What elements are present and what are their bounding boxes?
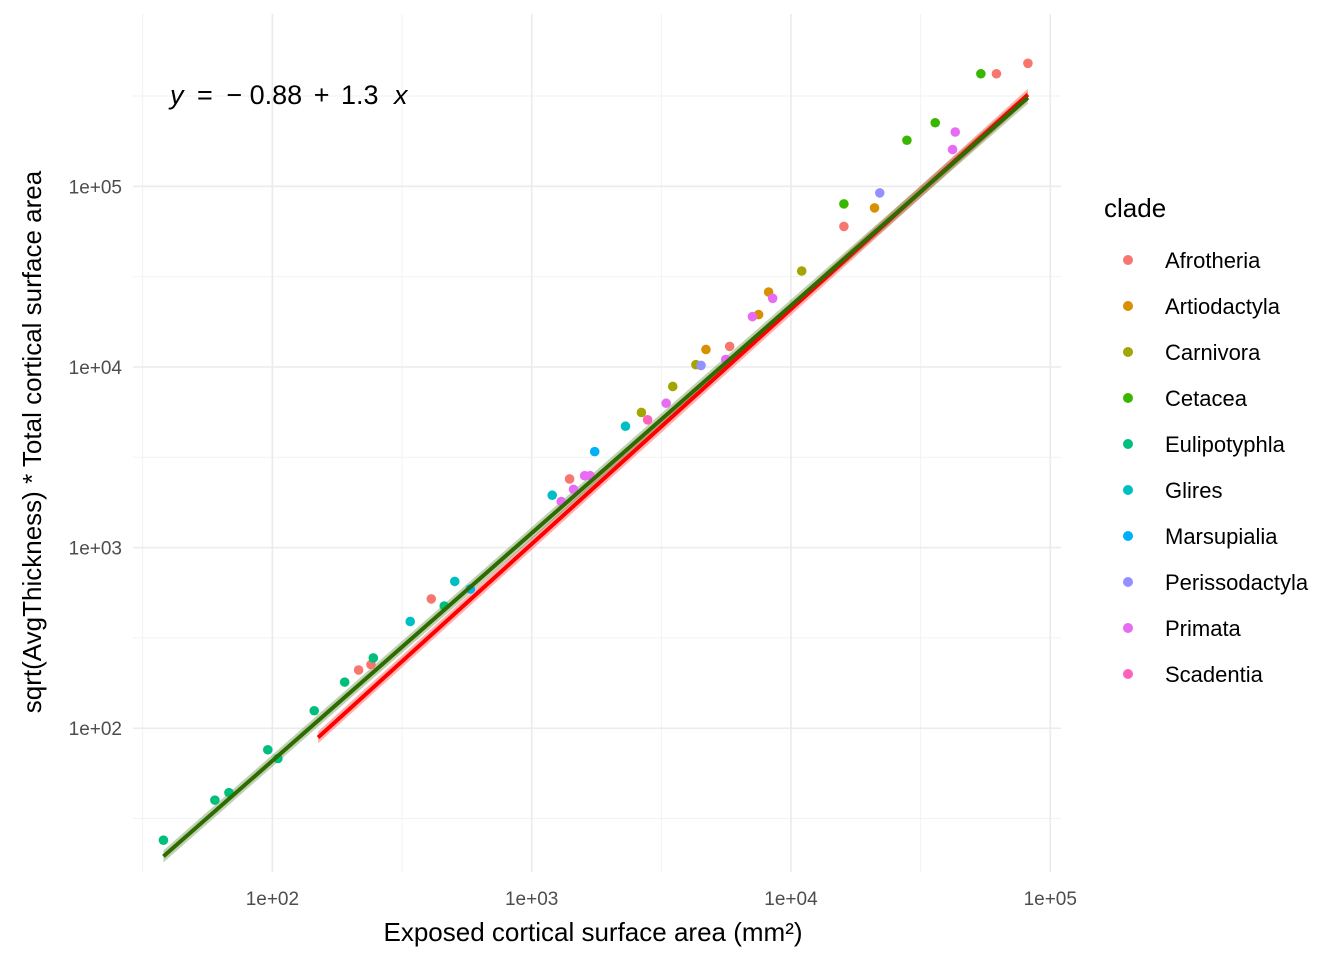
data-point [701, 344, 711, 355]
legend-key [1123, 439, 1133, 449]
data-point [839, 199, 849, 209]
legend-key [1123, 577, 1133, 587]
legend-label: Carnivora [1165, 340, 1261, 365]
grid-major [133, 14, 1061, 872]
y-tick-label: 1e+03 [69, 539, 122, 560]
legend-key [1123, 531, 1133, 541]
fit-line [162, 96, 1030, 858]
legend-label: Glires [1165, 478, 1222, 503]
legend-key [1123, 255, 1133, 265]
data-point [547, 490, 558, 501]
data-point [405, 616, 416, 627]
data-point [309, 705, 320, 716]
legend-key [1123, 301, 1133, 311]
regression-equation: y = − 0.88 + 1.3 x [168, 80, 409, 110]
x-tick-label: 1e+05 [1024, 889, 1077, 910]
data-point [902, 135, 912, 146]
legend-key [1123, 623, 1133, 633]
x-axis-title: Exposed cortical surface area (mm²) [383, 917, 802, 947]
data-point [636, 407, 647, 418]
legend-label: Scadentia [1165, 662, 1264, 687]
data-point [353, 665, 364, 675]
legend-title: clade [1104, 193, 1166, 223]
y-tick-label: 1e+04 [69, 358, 123, 379]
data-point [1023, 58, 1033, 69]
legend-key [1123, 347, 1133, 357]
y-tick-labels: 1e+02 1e+03 1e+04 1e+05 [69, 177, 123, 740]
data-point [426, 594, 437, 604]
data-point [589, 446, 600, 457]
x-tick-label: 1e+02 [246, 889, 299, 910]
y-tick-label: 1e+05 [69, 177, 122, 198]
data-point [796, 266, 807, 276]
data-point [839, 221, 849, 232]
data-point [262, 744, 273, 755]
legend-label: Artiodactyla [1165, 294, 1281, 319]
data-point [667, 381, 678, 392]
data-point [724, 341, 735, 352]
legend-label: Marsupialia [1165, 524, 1278, 549]
data-point [874, 188, 885, 198]
legend-key [1123, 485, 1133, 495]
legend-key [1123, 393, 1133, 403]
x-tick-labels: 1e+02 1e+03 1e+04 1e+05 [246, 889, 1077, 910]
data-point [696, 360, 706, 371]
data-point [930, 117, 941, 128]
fit-lines [162, 93, 1030, 858]
data-point [642, 415, 653, 425]
data-point [620, 421, 631, 432]
x-tick-label: 1e+04 [764, 889, 818, 910]
data-point [869, 203, 880, 213]
data-point [991, 68, 1002, 79]
y-axis-title: sqrt(AvgThickness) * Total cortical surf… [17, 170, 47, 713]
data-points [158, 58, 1033, 845]
data-point [767, 293, 778, 304]
data-point [564, 474, 575, 484]
legend: Afrotheria Artiodactyla Carnivora Cetacea Eu… [1123, 248, 1309, 687]
legend-label: Perissodactyla [1165, 570, 1309, 595]
data-point [449, 576, 460, 587]
data-point [950, 127, 961, 137]
data-point [976, 68, 986, 79]
grid-minor [133, 14, 1061, 872]
data-point [210, 795, 220, 805]
data-point [158, 835, 169, 845]
legend-label: Cetacea [1165, 386, 1248, 411]
legend-label: Primata [1165, 616, 1242, 641]
data-point [747, 311, 758, 322]
data-point [661, 398, 671, 409]
legend-label: Eulipotyphla [1165, 432, 1286, 457]
legend-key [1123, 669, 1133, 679]
x-tick-label: 1e+03 [505, 889, 558, 910]
data-point [339, 677, 350, 687]
legend-label: Afrotheria [1165, 248, 1261, 273]
y-tick-label: 1e+02 [69, 719, 122, 740]
data-point [947, 144, 958, 155]
data-point [368, 653, 379, 663]
